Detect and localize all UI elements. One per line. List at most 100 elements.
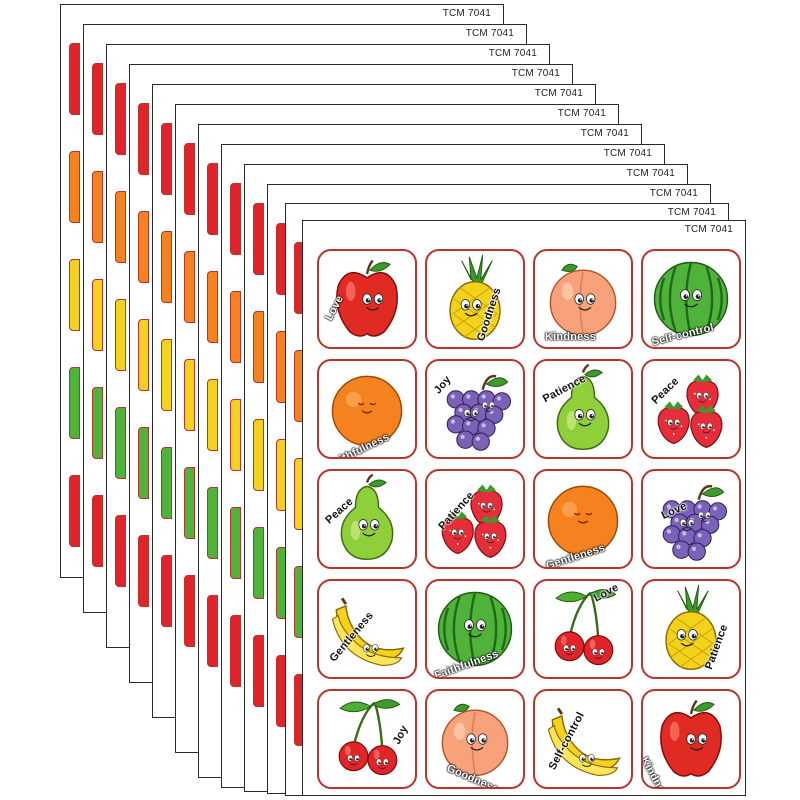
sticker-pear: Patience	[533, 359, 633, 459]
sticker-edge	[161, 447, 172, 519]
sticker-edge	[253, 527, 264, 599]
grapes-icon	[446, 374, 511, 451]
peach-icon	[441, 703, 509, 777]
sticker-edge	[184, 359, 195, 431]
sticker-edge	[138, 103, 149, 175]
sticker-edge	[92, 63, 103, 135]
sticker-edge	[92, 387, 103, 459]
sheet-code: TCM 7041	[488, 48, 537, 59]
sheet-code: TCM 7041	[684, 224, 733, 235]
sticker-edge	[207, 487, 218, 559]
sticker-edge	[207, 595, 218, 667]
pear-icon	[556, 363, 610, 451]
banana-icon	[547, 707, 621, 777]
sticker-sheet-front: TCM 7041 Love Goodness Kindness	[302, 220, 746, 796]
sticker-strawberry: Patience	[425, 469, 525, 569]
orange-icon	[331, 375, 403, 447]
sticker-edge	[230, 615, 241, 687]
sticker-edge	[92, 495, 103, 567]
sticker-edge	[253, 311, 264, 383]
pear-icon	[340, 473, 394, 561]
strawberry-icon	[657, 374, 723, 449]
sheet-code: TCM 7041	[603, 148, 652, 159]
sticker-grid: Love Goodness Kindness Self-control	[317, 249, 741, 789]
sticker-strawberry: Peace	[641, 359, 741, 459]
sticker-watermelon: Self-control	[641, 249, 741, 349]
sticker-banana: Self-control	[533, 689, 633, 789]
sticker-edge	[115, 191, 126, 263]
sticker-edge	[230, 399, 241, 471]
sticker-edge	[161, 231, 172, 303]
cherries-icon	[338, 699, 401, 776]
sticker-edge	[115, 407, 126, 479]
sticker-edge	[230, 507, 241, 579]
cherries-icon	[554, 589, 617, 666]
sticker-edge	[184, 467, 195, 539]
sticker-orange: Gentleness	[533, 469, 633, 569]
sticker-grapes: Love	[641, 469, 741, 569]
sticker-edge	[207, 163, 218, 235]
sticker-apple: Kindness	[641, 689, 741, 789]
sticker-edge	[69, 475, 80, 547]
apple-icon	[336, 259, 398, 337]
sticker-edge	[230, 183, 241, 255]
sticker-edge	[184, 575, 195, 647]
sticker-edge	[184, 143, 195, 215]
sticker-cherries: Joy	[317, 689, 417, 789]
sticker-edge	[138, 211, 149, 283]
sticker-edge	[207, 271, 218, 343]
sticker-pineapple: Patience	[641, 579, 741, 679]
sticker-peach: Kindness	[533, 249, 633, 349]
sticker-edge	[253, 203, 264, 275]
watermelon-icon	[653, 261, 729, 337]
apple-icon	[660, 699, 722, 777]
sticker-edge	[69, 151, 80, 223]
sticker-edge	[138, 535, 149, 607]
sticker-edge	[138, 319, 149, 391]
sheet-code: TCM 7041	[511, 68, 560, 79]
strawberry-icon	[441, 484, 507, 559]
sheet-code: TCM 7041	[557, 108, 606, 119]
sticker-watermelon: Faithfulness	[425, 579, 525, 679]
sheet-code: TCM 7041	[534, 88, 583, 99]
sticker-edge	[161, 339, 172, 411]
sticker-orange: Faithfulness	[317, 359, 417, 459]
sticker-apple: Love	[317, 249, 417, 349]
watermelon-icon	[437, 591, 513, 667]
sheet-code: TCM 7041	[442, 8, 491, 19]
sheet-code: TCM 7041	[667, 207, 716, 218]
peach-icon	[549, 263, 617, 337]
sheet-code: TCM 7041	[465, 28, 514, 39]
sticker-edge	[69, 259, 80, 331]
orange-icon	[547, 485, 619, 557]
sticker-banana: Gentleness	[317, 579, 417, 679]
sticker-edge	[161, 123, 172, 195]
pineapple-icon	[665, 584, 717, 671]
sticker-pear: Peace	[317, 469, 417, 569]
sticker-peach: Goodness	[425, 689, 525, 789]
banana-icon	[331, 597, 405, 667]
sheet-code: TCM 7041	[626, 168, 675, 179]
sticker-edge	[92, 171, 103, 243]
sticker-edge	[207, 379, 218, 451]
sticker-edge	[69, 43, 80, 115]
sticker-pineapple: Goodness	[425, 249, 525, 349]
sticker-edge	[253, 635, 264, 707]
sticker-edge	[161, 555, 172, 627]
grapes-icon	[662, 484, 727, 561]
sticker-edge	[115, 515, 126, 587]
sticker-edge	[115, 299, 126, 371]
sheet-code: TCM 7041	[649, 188, 698, 199]
sticker-edge	[253, 419, 264, 491]
sticker-edge	[115, 83, 126, 155]
sticker-label: Kindness	[545, 331, 597, 343]
sheet-code: TCM 7041	[580, 128, 629, 139]
sticker-edge	[69, 367, 80, 439]
sticker-grapes: Joy	[425, 359, 525, 459]
sticker-cherries: Love	[533, 579, 633, 679]
pineapple-icon	[449, 254, 501, 341]
sticker-edge	[184, 251, 195, 323]
sticker-edge	[92, 279, 103, 351]
sticker-edge	[230, 291, 241, 363]
sticker-edge	[138, 427, 149, 499]
